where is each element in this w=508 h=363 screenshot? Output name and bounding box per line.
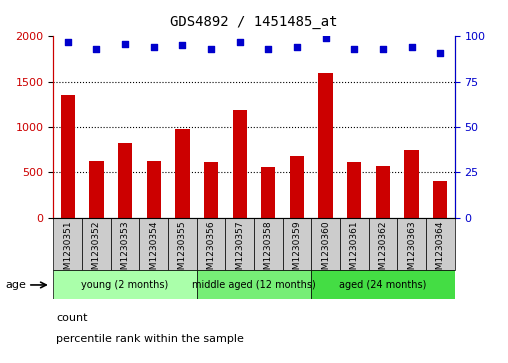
- Text: GSM1230356: GSM1230356: [206, 220, 215, 281]
- Text: aged (24 months): aged (24 months): [339, 280, 427, 290]
- Point: [351, 46, 359, 52]
- Bar: [290, 156, 304, 218]
- Text: GSM1230354: GSM1230354: [149, 220, 158, 281]
- Bar: [226, 218, 254, 270]
- Bar: [146, 160, 161, 218]
- Point: [207, 46, 215, 52]
- Bar: [347, 162, 362, 218]
- Point: [150, 44, 158, 50]
- Text: GDS4892 / 1451485_at: GDS4892 / 1451485_at: [170, 15, 338, 29]
- Bar: [397, 218, 426, 270]
- Point: [322, 35, 330, 41]
- Bar: [233, 110, 247, 218]
- Bar: [319, 73, 333, 218]
- Text: percentile rank within the sample: percentile rank within the sample: [56, 334, 244, 344]
- Point: [436, 50, 444, 56]
- Text: GSM1230359: GSM1230359: [293, 220, 302, 281]
- Bar: [404, 150, 419, 218]
- Bar: [340, 218, 369, 270]
- Bar: [53, 270, 197, 299]
- Text: GSM1230363: GSM1230363: [407, 220, 416, 281]
- Bar: [426, 218, 455, 270]
- Text: GSM1230357: GSM1230357: [235, 220, 244, 281]
- Point: [92, 46, 101, 52]
- Text: GSM1230358: GSM1230358: [264, 220, 273, 281]
- Text: GSM1230362: GSM1230362: [378, 220, 388, 281]
- Point: [121, 41, 129, 46]
- Text: GSM1230361: GSM1230361: [350, 220, 359, 281]
- Bar: [433, 181, 448, 218]
- Bar: [376, 166, 390, 218]
- Bar: [369, 218, 397, 270]
- Point: [379, 46, 387, 52]
- Bar: [139, 218, 168, 270]
- Bar: [197, 218, 226, 270]
- Bar: [111, 218, 139, 270]
- Point: [236, 39, 244, 45]
- Text: count: count: [56, 313, 87, 323]
- Text: GSM1230351: GSM1230351: [63, 220, 72, 281]
- Point: [264, 46, 272, 52]
- Bar: [53, 218, 82, 270]
- Point: [178, 42, 186, 48]
- Text: GSM1230352: GSM1230352: [92, 220, 101, 281]
- Point: [293, 44, 301, 50]
- Text: GSM1230355: GSM1230355: [178, 220, 187, 281]
- Bar: [168, 218, 197, 270]
- Point: [407, 44, 416, 50]
- Bar: [175, 129, 189, 218]
- Bar: [311, 270, 455, 299]
- Text: GSM1230353: GSM1230353: [120, 220, 130, 281]
- Bar: [261, 167, 275, 218]
- Bar: [254, 218, 282, 270]
- Bar: [60, 95, 75, 218]
- Bar: [118, 143, 132, 218]
- Text: young (2 months): young (2 months): [81, 280, 169, 290]
- Bar: [311, 218, 340, 270]
- Text: middle aged (12 months): middle aged (12 months): [192, 280, 316, 290]
- Bar: [82, 218, 111, 270]
- Bar: [204, 163, 218, 218]
- Text: GSM1230360: GSM1230360: [321, 220, 330, 281]
- Text: GSM1230364: GSM1230364: [436, 220, 445, 281]
- Point: [64, 39, 72, 45]
- Bar: [282, 218, 311, 270]
- Text: age: age: [5, 280, 26, 290]
- Bar: [89, 160, 104, 218]
- Bar: [197, 270, 311, 299]
